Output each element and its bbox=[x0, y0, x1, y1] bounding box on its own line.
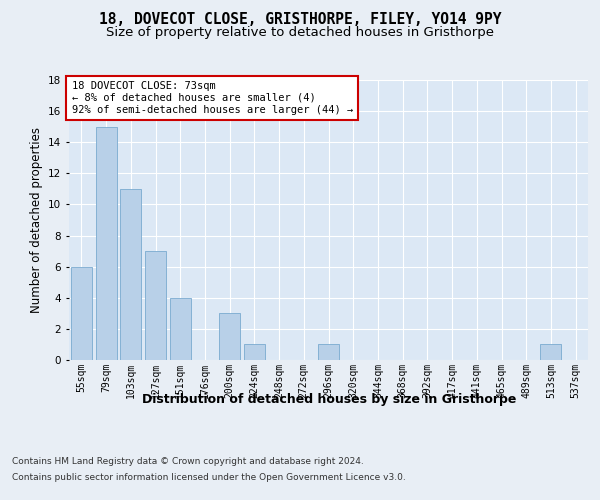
Bar bbox=[120, 189, 141, 360]
Bar bbox=[219, 314, 240, 360]
Text: Contains HM Land Registry data © Crown copyright and database right 2024.: Contains HM Land Registry data © Crown c… bbox=[12, 458, 364, 466]
Text: Contains public sector information licensed under the Open Government Licence v3: Contains public sector information licen… bbox=[12, 472, 406, 482]
Bar bbox=[95, 126, 116, 360]
Text: Size of property relative to detached houses in Gristhorpe: Size of property relative to detached ho… bbox=[106, 26, 494, 39]
Bar bbox=[541, 344, 562, 360]
Text: 18 DOVECOT CLOSE: 73sqm
← 8% of detached houses are smaller (4)
92% of semi-deta: 18 DOVECOT CLOSE: 73sqm ← 8% of detached… bbox=[71, 82, 353, 114]
Bar bbox=[318, 344, 339, 360]
Bar bbox=[170, 298, 191, 360]
Bar bbox=[244, 344, 265, 360]
Bar bbox=[71, 266, 92, 360]
Y-axis label: Number of detached properties: Number of detached properties bbox=[29, 127, 43, 313]
Text: 18, DOVECOT CLOSE, GRISTHORPE, FILEY, YO14 9PY: 18, DOVECOT CLOSE, GRISTHORPE, FILEY, YO… bbox=[99, 12, 501, 28]
Bar bbox=[145, 251, 166, 360]
Text: Distribution of detached houses by size in Gristhorpe: Distribution of detached houses by size … bbox=[142, 392, 516, 406]
